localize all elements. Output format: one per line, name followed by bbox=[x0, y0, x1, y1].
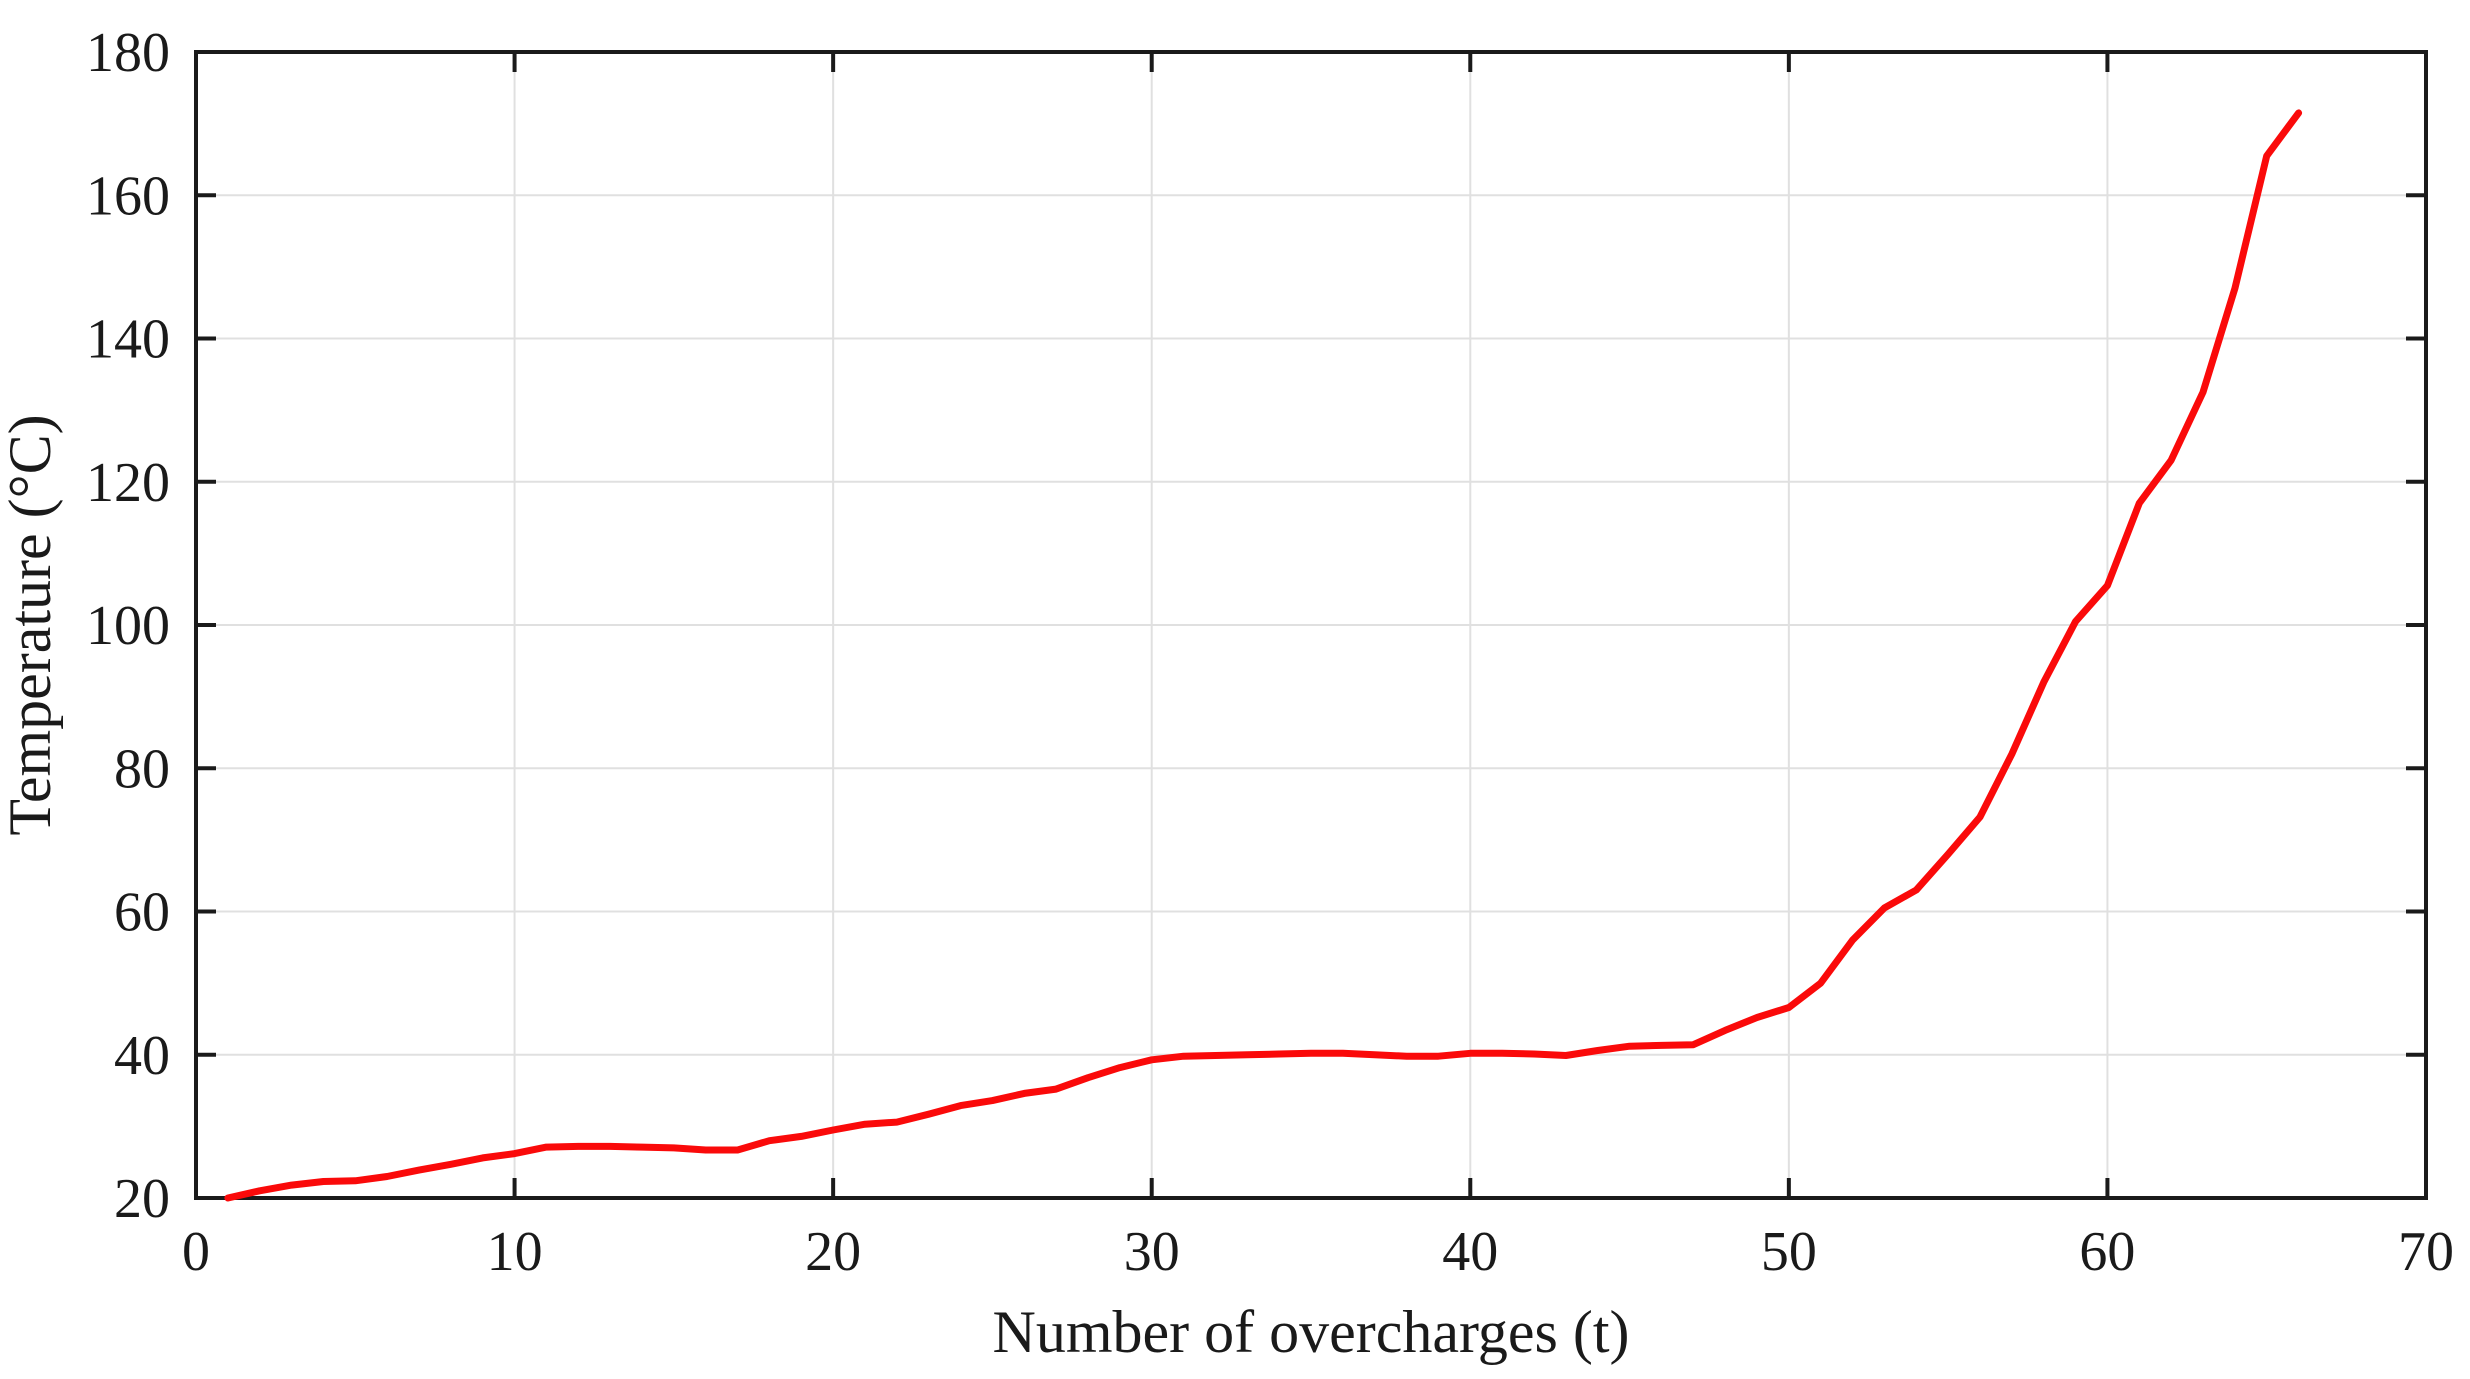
x-tick-label: 10 bbox=[487, 1221, 543, 1283]
x-axis-title: Number of overcharges (t) bbox=[993, 1299, 1630, 1365]
y-tick-label: 120 bbox=[86, 452, 170, 514]
grid-layer bbox=[196, 52, 2426, 1198]
y-tick-label: 80 bbox=[114, 738, 170, 800]
x-tick-label: 50 bbox=[1761, 1221, 1817, 1283]
axes-box-layer bbox=[194, 50, 2428, 1200]
tick-label-layer: 0 10 20 30 40 50 60 70 20 40 60 80 100 120 140 160 180 bbox=[86, 22, 2454, 1283]
x-tick-label: 20 bbox=[805, 1221, 861, 1283]
y-axis-title: Temperature (°C) bbox=[0, 414, 63, 835]
y-tick-label: 140 bbox=[86, 309, 170, 371]
temperature-line bbox=[224, 109, 2303, 1202]
x-tick-label: 0 bbox=[182, 1221, 210, 1283]
y-tick-label: 20 bbox=[114, 1168, 170, 1230]
y-tick-label: 60 bbox=[114, 882, 170, 944]
x-tick-label: 70 bbox=[2398, 1221, 2454, 1283]
x-tick-label: 30 bbox=[1124, 1221, 1180, 1283]
x-tick-label: 60 bbox=[2079, 1221, 2135, 1283]
y-tick-label: 100 bbox=[86, 595, 170, 657]
y-tick-label: 160 bbox=[86, 165, 170, 227]
series-layer bbox=[224, 109, 2303, 1202]
x-tick-label: 40 bbox=[1442, 1221, 1498, 1283]
y-tick-label: 180 bbox=[86, 22, 170, 84]
y-tick-label: 40 bbox=[114, 1025, 170, 1087]
